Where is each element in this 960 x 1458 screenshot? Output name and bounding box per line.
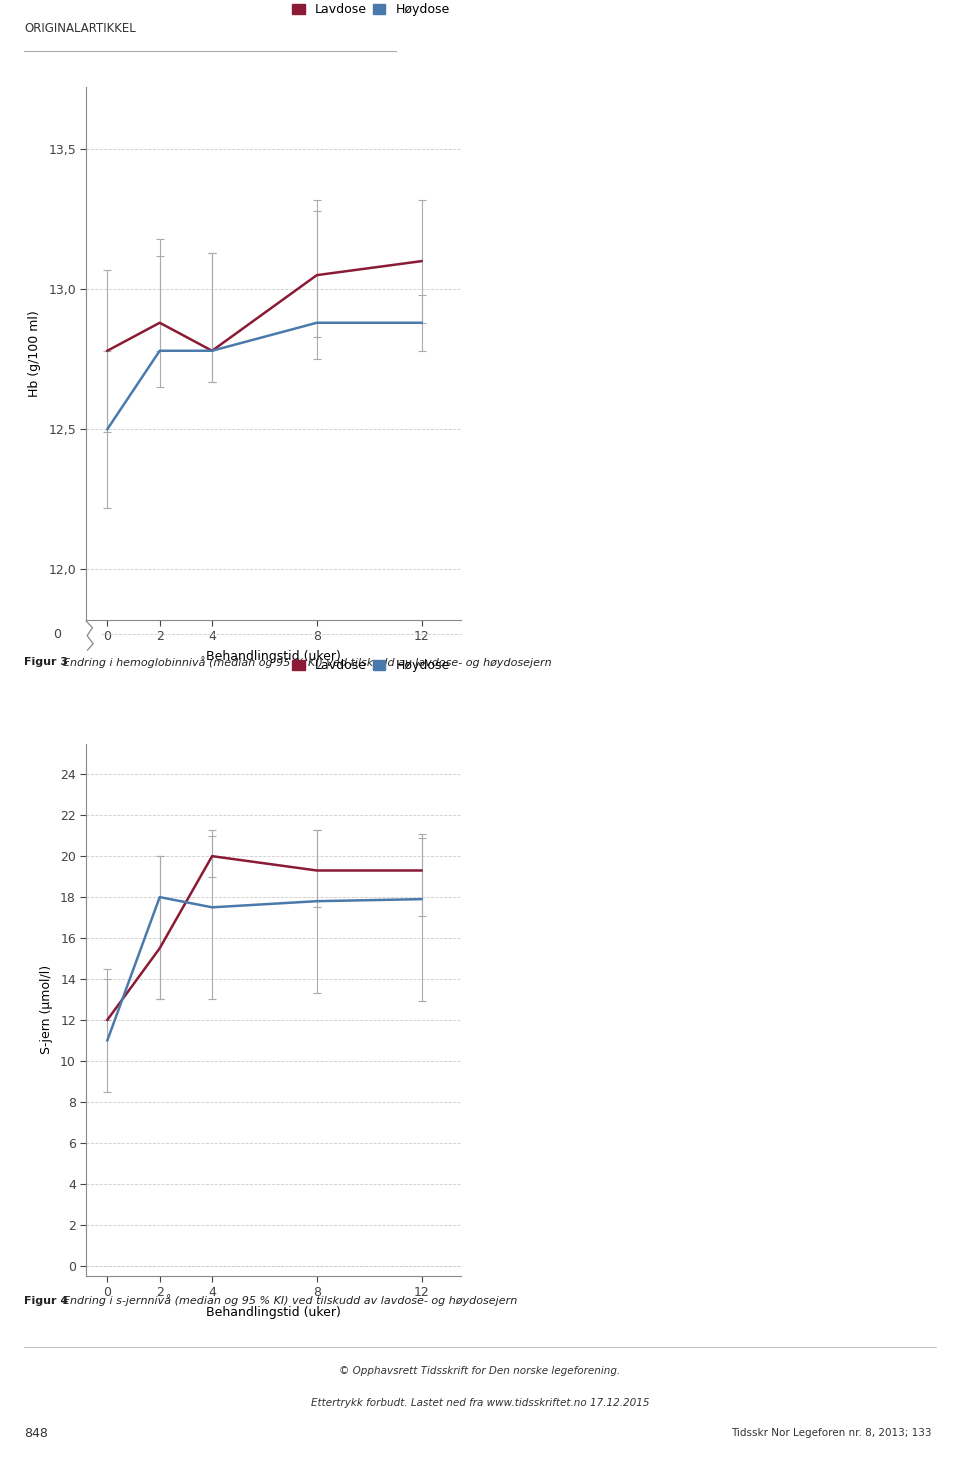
Y-axis label: S-jern (μmol/l): S-jern (μmol/l) bbox=[40, 965, 53, 1054]
Y-axis label: Hb (g/100 ml): Hb (g/100 ml) bbox=[28, 311, 41, 397]
Text: © Opphavsrett Tidsskrift for Den norske legeforening.: © Opphavsrett Tidsskrift for Den norske … bbox=[340, 1366, 620, 1376]
Text: Endring i hemoglobinnivå (median og 95 % KI) ved tilskudd av lavdose- og høydose: Endring i hemoglobinnivå (median og 95 %… bbox=[56, 656, 551, 668]
X-axis label: Behandlingstid (uker): Behandlingstid (uker) bbox=[206, 650, 341, 663]
Legend: Lavdose, Høydose: Lavdose, Høydose bbox=[287, 0, 454, 20]
X-axis label: Behandlingstid (uker): Behandlingstid (uker) bbox=[206, 1306, 341, 1319]
Text: ORIGINALARTIKKEL: ORIGINALARTIKKEL bbox=[24, 22, 135, 35]
Text: Figur 4: Figur 4 bbox=[24, 1296, 68, 1305]
Text: Endring i s-jernnivå (median og 95 % KI) ved tilskudd av lavdose- og høydosejern: Endring i s-jernnivå (median og 95 % KI)… bbox=[56, 1295, 517, 1306]
Text: 848: 848 bbox=[24, 1427, 48, 1439]
Text: Figur 3: Figur 3 bbox=[24, 658, 68, 666]
Legend: Lavdose, Høydose: Lavdose, Høydose bbox=[287, 655, 454, 677]
Text: Tidsskr Nor Legeforen nr. 8, 2013; 133: Tidsskr Nor Legeforen nr. 8, 2013; 133 bbox=[731, 1429, 931, 1438]
Text: Ettertrykk forbudt. Lastet ned fra www.tidsskriftet.no 17.12.2015: Ettertrykk forbudt. Lastet ned fra www.t… bbox=[311, 1398, 649, 1408]
Text: 0: 0 bbox=[53, 627, 60, 640]
